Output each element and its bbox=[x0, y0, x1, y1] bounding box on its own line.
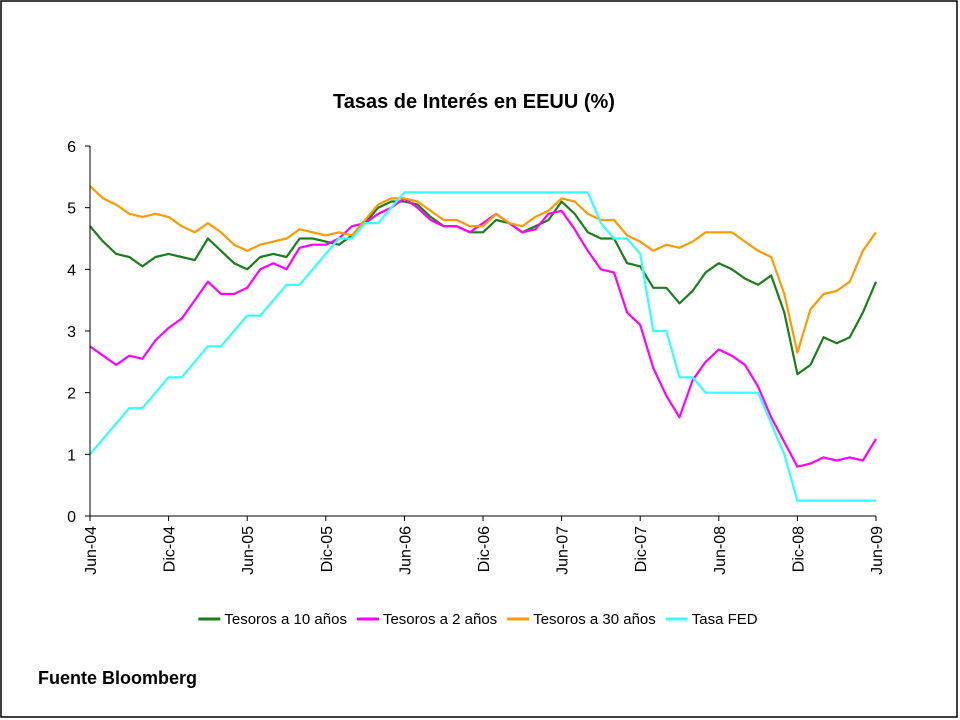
source-note: Fuente Bloomberg bbox=[38, 668, 197, 688]
series-line bbox=[89, 185, 877, 354]
series-line bbox=[89, 197, 877, 468]
x-tick-label: Dic-05 bbox=[319, 526, 336, 572]
x-tick-label: Jun-06 bbox=[397, 526, 414, 575]
legend-label: Tesoros a 2 años bbox=[383, 611, 497, 628]
x-tick-label: Jun-08 bbox=[712, 526, 729, 575]
x-tick-label: Dic-04 bbox=[162, 526, 179, 572]
y-tick-label: 5 bbox=[67, 201, 76, 218]
series-line bbox=[89, 200, 878, 376]
x-tick-label: Dic-08 bbox=[790, 526, 807, 572]
chart-title: Tasas de Interés en EEUU (%) bbox=[333, 91, 615, 113]
x-tick-label: Jun-04 bbox=[83, 526, 100, 575]
x-tick-label: Dic-07 bbox=[633, 526, 650, 572]
y-tick-label: 3 bbox=[67, 324, 76, 341]
x-tick-label: Jun-09 bbox=[869, 526, 886, 575]
y-tick-label: 4 bbox=[67, 262, 76, 279]
legend-label: Tesoros a 10 años bbox=[224, 611, 347, 628]
y-tick-label: 0 bbox=[67, 509, 76, 526]
x-tick-label: Jun-05 bbox=[240, 526, 257, 575]
legend-label: Tesoros a 30 años bbox=[533, 611, 656, 628]
legend-label: Tasa FED bbox=[692, 611, 758, 628]
y-tick-label: 1 bbox=[67, 447, 76, 464]
y-tick-label: 2 bbox=[67, 386, 76, 403]
series-line bbox=[89, 191, 876, 502]
x-tick-label: Jun-07 bbox=[555, 526, 572, 575]
x-tick-label: Dic-06 bbox=[476, 526, 493, 572]
y-tick-label: 6 bbox=[67, 139, 76, 156]
